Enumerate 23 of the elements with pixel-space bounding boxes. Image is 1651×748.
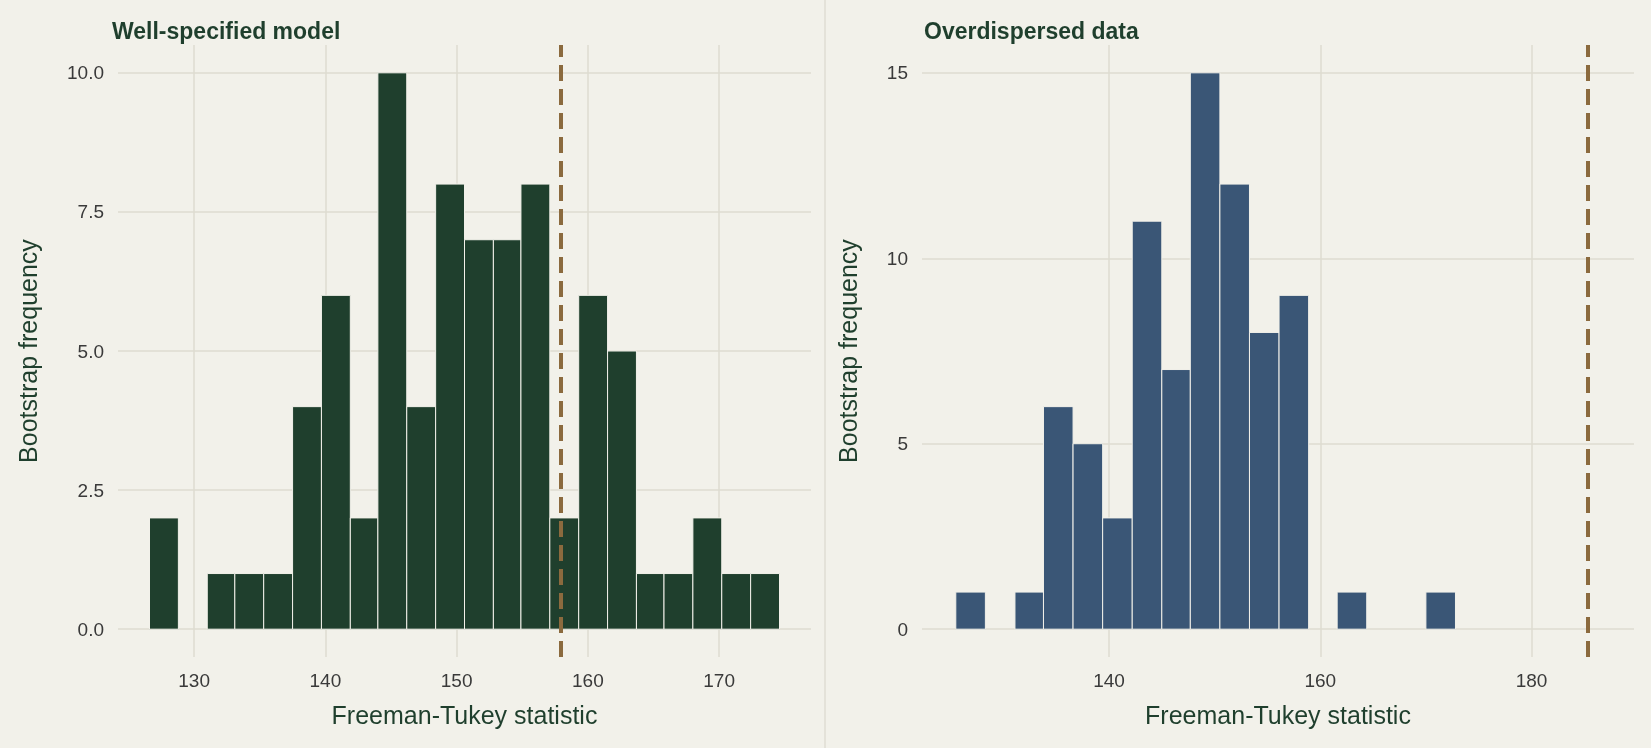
y-tick-label: 0.0 <box>77 618 104 640</box>
y-tick-label: 5.0 <box>77 340 104 362</box>
chart-title: Overdispersed data <box>924 17 1139 44</box>
x-tick-label: 140 <box>1093 670 1125 691</box>
y-tick-label: 7.5 <box>77 201 104 223</box>
y-axis-title: Bootstrap frequency <box>833 238 862 463</box>
x-tick-label: 160 <box>1304 670 1337 691</box>
x-tick-label: 180 <box>1515 670 1548 691</box>
y-tick-label: 10.0 <box>67 62 104 84</box>
x-tick-label: 160 <box>572 670 604 691</box>
y-axis-title: Bootstrap frequency <box>13 238 42 463</box>
x-axis-title: Freeman-Tukey statistic <box>331 700 598 729</box>
x-tick-label: 150 <box>440 670 473 691</box>
chart-title: Well-specified model <box>112 17 341 44</box>
x-axis-title: Freeman-Tukey statistic <box>1145 700 1411 729</box>
x-tick-label: 170 <box>703 670 735 691</box>
y-tick-label: 15 <box>886 62 908 84</box>
x-tick-label: 140 <box>309 670 342 691</box>
y-tick-label: 0 <box>897 618 908 640</box>
y-tick-label: 10 <box>886 247 908 269</box>
y-tick-label: 5 <box>897 433 908 455</box>
y-tick-label: 2.5 <box>77 479 104 501</box>
x-tick-label: 130 <box>178 670 210 691</box>
